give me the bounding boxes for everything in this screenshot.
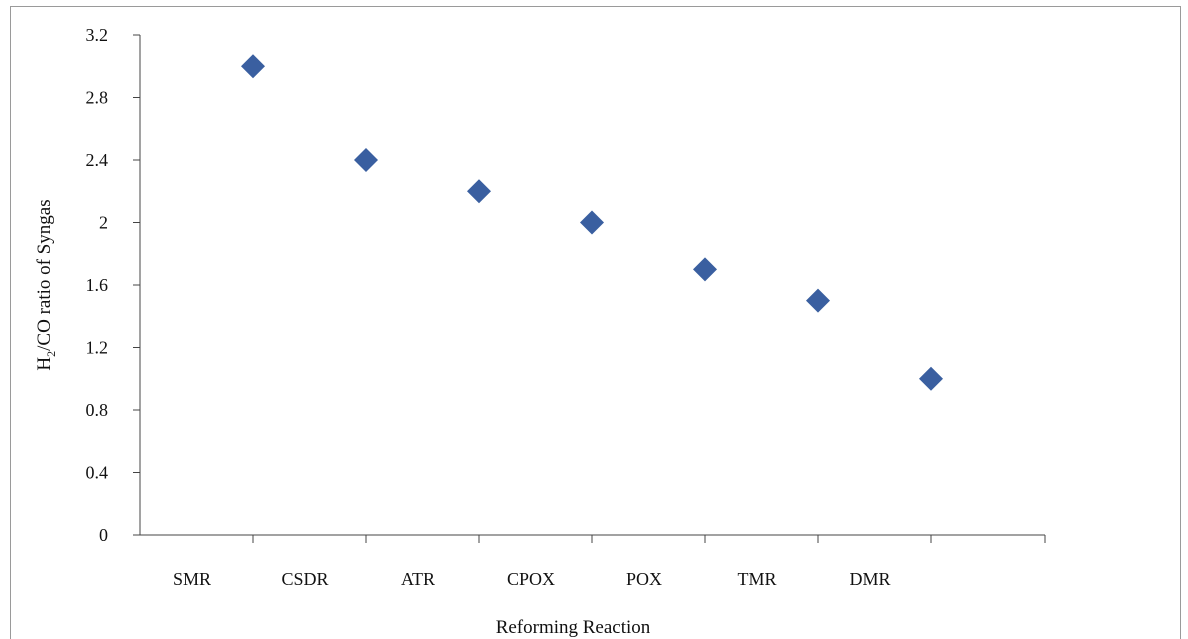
data-point-csdr xyxy=(354,148,378,172)
data-point-cpox xyxy=(580,210,604,235)
data-point-dmr xyxy=(919,366,943,391)
x-axis-ticks: SMR CSDR ATR CPOX POX TMR DMR xyxy=(173,535,1046,589)
data-point-atr xyxy=(467,179,491,204)
y-tick-label: 0.8 xyxy=(86,400,109,420)
x-tick-label: SMR xyxy=(173,569,211,589)
x-tick-label: ATR xyxy=(401,569,435,589)
data-point-smr xyxy=(241,54,265,79)
data-points xyxy=(241,54,943,391)
y-tick-label: 1.6 xyxy=(86,275,109,295)
y-axis-label-main: H xyxy=(34,357,55,371)
y-axis-label: H2/CO ratio of Syngas xyxy=(34,199,58,370)
x-tick-label: DMR xyxy=(849,569,890,589)
y-tick-label: 1.2 xyxy=(86,338,109,358)
y-axis-label-subscript: 2 xyxy=(44,351,58,357)
y-tick-label: 0 xyxy=(99,525,108,545)
y-axis-label-rest: /CO ratio of Syngas xyxy=(34,199,55,350)
y-tick-label: 3.2 xyxy=(86,25,109,45)
y-tick-label: 2.4 xyxy=(86,150,109,170)
x-tick-label: TMR xyxy=(737,569,776,589)
y-tick-label: 2 xyxy=(99,213,108,233)
y-tick-label: 0.4 xyxy=(86,463,109,483)
x-tick-label: CSDR xyxy=(281,569,328,589)
chart-border xyxy=(10,6,1181,639)
data-point-tmr xyxy=(806,288,830,313)
x-tick-label: CPOX xyxy=(507,569,555,589)
y-tick-label: 2.8 xyxy=(86,88,109,108)
y-axis-ticks: 0 0.4 0.8 1.2 1.6 2 2.4 2.8 3.2 xyxy=(86,25,140,545)
x-tick-label: POX xyxy=(626,569,662,589)
x-axis-label: Reforming Reaction xyxy=(496,617,651,638)
data-point-pox xyxy=(693,257,717,282)
